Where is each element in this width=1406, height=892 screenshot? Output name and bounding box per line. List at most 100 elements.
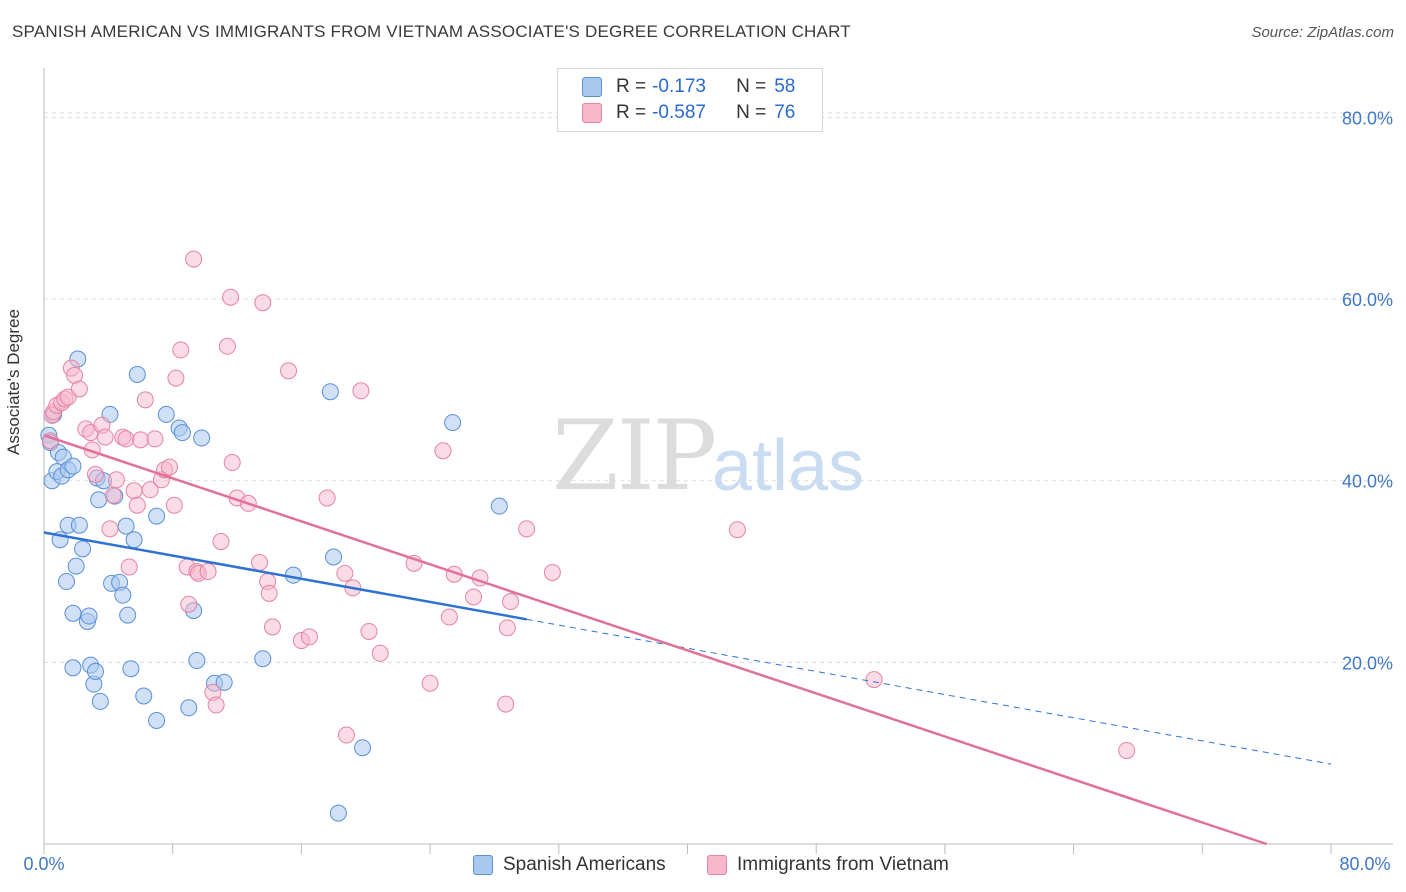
- bottom-legend-pink: Immigrants from Vietnam: [707, 852, 949, 878]
- data-point-pink: [502, 593, 520, 611]
- y-tick-label: 40.0%: [1342, 472, 1393, 492]
- stats-legend: R = -0.173 N = 58 R = -0.587 N = 76: [557, 68, 823, 132]
- data-point-blue: [490, 497, 508, 515]
- data-point-pink: [165, 496, 183, 514]
- trendline-blue-dashed: [526, 618, 1332, 765]
- data-point-pink: [360, 622, 378, 640]
- data-point-pink: [421, 674, 439, 692]
- data-point-pink: [104, 486, 122, 504]
- data-point-pink: [263, 618, 281, 636]
- y-tick-label: 20.0%: [1342, 653, 1393, 673]
- data-point-pink: [101, 520, 119, 538]
- data-point-blue: [64, 457, 82, 475]
- data-point-pink: [465, 588, 483, 606]
- data-point-pink: [223, 454, 241, 472]
- spanish-americans-points: [40, 350, 508, 822]
- data-point-pink: [172, 341, 190, 359]
- y-axis-label: Associate's Degree: [4, 309, 23, 455]
- data-point-pink: [518, 520, 536, 538]
- data-point-pink: [300, 628, 318, 646]
- legend-r-value: -0.587: [652, 102, 706, 123]
- x-tick-label: 0.0%: [23, 854, 64, 874]
- data-point-pink: [498, 619, 516, 637]
- data-point-pink: [212, 533, 230, 551]
- data-point-blue: [254, 650, 272, 668]
- data-point-pink: [434, 442, 452, 460]
- data-point-pink: [251, 553, 269, 571]
- legend-r-label: R =: [616, 76, 647, 97]
- watermark-zip: ZIP: [552, 400, 717, 512]
- legend-n-label: N =: [736, 102, 767, 123]
- legend-row-blue: R = -0.173 N = 58: [582, 74, 795, 100]
- data-point-pink: [160, 458, 178, 476]
- bottom-legend-blue: Spanish Americans: [473, 852, 666, 878]
- data-point-blue: [157, 405, 175, 423]
- y-tick-label: 60.0%: [1342, 290, 1393, 310]
- data-point-blue: [58, 573, 76, 591]
- data-point-pink: [318, 489, 336, 507]
- data-point-blue: [119, 606, 137, 624]
- legend-swatch-pink: [582, 103, 602, 123]
- data-point-pink: [141, 481, 159, 499]
- legend-n-label: N =: [736, 76, 767, 97]
- data-point-pink: [352, 382, 370, 400]
- data-point-blue: [117, 517, 135, 535]
- data-point-pink: [70, 380, 88, 398]
- data-point-pink: [199, 563, 217, 581]
- data-point-pink: [280, 362, 298, 380]
- data-point-blue: [64, 659, 82, 677]
- data-point-pink: [260, 584, 278, 602]
- data-point-pink: [336, 564, 354, 582]
- data-point-blue: [128, 365, 146, 383]
- data-point-blue: [125, 531, 143, 549]
- x-tick-label: 80.0%: [1339, 854, 1390, 874]
- data-point-pink: [180, 595, 198, 613]
- data-point-pink: [337, 726, 355, 744]
- data-point-blue: [86, 662, 104, 680]
- data-point-blue: [173, 424, 191, 442]
- legend-row-pink: R = -0.587 N = 76: [582, 100, 795, 126]
- data-point-pink: [371, 644, 389, 662]
- data-point-pink: [207, 696, 225, 714]
- trendline-pink: [43, 434, 1268, 846]
- y-tick-labels: 20.0% 40.0% 60.0% 80.0%: [1342, 108, 1393, 673]
- data-point-pink: [136, 391, 154, 409]
- bottom-legend-swatch-blue: [473, 855, 493, 875]
- data-point-blue: [321, 383, 339, 401]
- data-point-pink: [543, 563, 561, 581]
- data-point-blue: [67, 557, 85, 575]
- data-point-pink: [728, 521, 746, 539]
- data-point-pink: [218, 337, 236, 355]
- data-point-pink: [254, 294, 272, 312]
- data-point-blue: [329, 804, 347, 822]
- data-point-pink: [222, 288, 240, 306]
- data-point-pink: [128, 496, 146, 514]
- data-point-blue: [91, 692, 109, 710]
- axes: 0.0% 80.0%: [23, 68, 1393, 874]
- data-point-pink: [185, 250, 203, 268]
- grid-lines: [44, 112, 1393, 663]
- bottom-legend-swatch-pink: [707, 855, 727, 875]
- trendline-blue-solid: [43, 531, 527, 621]
- data-point-blue: [135, 687, 153, 705]
- data-point-blue: [74, 540, 92, 558]
- legend-r-label: R =: [616, 102, 647, 123]
- chart-title: SPANISH AMERICAN VS IMMIGRANTS FROM VIET…: [12, 22, 851, 41]
- data-point-pink: [117, 430, 135, 448]
- data-point-pink: [107, 471, 125, 489]
- data-point-blue: [122, 660, 140, 678]
- data-point-pink: [86, 465, 104, 483]
- bottom-legend-label-blue: Spanish Americans: [503, 854, 666, 875]
- y-tick-label: 80.0%: [1342, 108, 1393, 128]
- data-point-pink: [167, 369, 185, 387]
- data-point-blue: [180, 699, 198, 717]
- data-point-blue: [444, 414, 462, 432]
- data-point-pink: [1118, 741, 1136, 759]
- data-point-blue: [215, 673, 233, 691]
- legend-n-value: 76: [774, 102, 796, 123]
- data-point-pink: [125, 482, 143, 500]
- trend-lines: [43, 434, 1332, 846]
- data-point-blue: [70, 516, 88, 534]
- legend-n-value: 58: [774, 76, 796, 97]
